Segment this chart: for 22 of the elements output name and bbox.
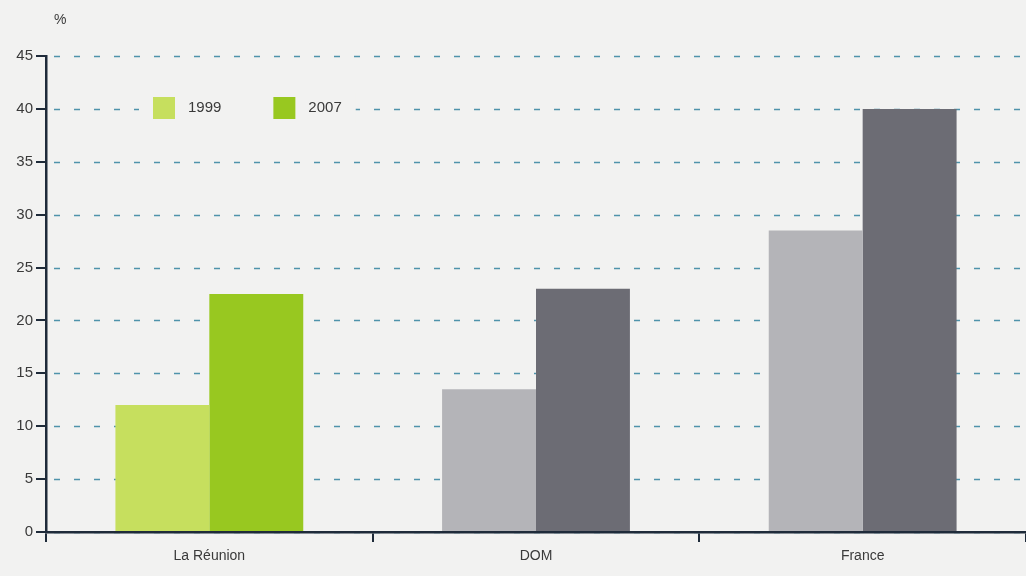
x-tick-label: France <box>840 547 885 564</box>
bar <box>442 389 536 531</box>
y-tick-label: 30 <box>16 204 33 222</box>
y-tick-label: 40 <box>16 99 33 117</box>
y-tick-label: 15 <box>16 363 33 381</box>
bar <box>768 230 863 531</box>
bar <box>536 288 630 531</box>
y-tick-label: 25 <box>16 257 33 275</box>
y-tick-label: 35 <box>16 151 33 169</box>
bar <box>115 405 210 531</box>
bar <box>862 108 957 531</box>
y-tick-label: 0 <box>24 522 33 540</box>
y-tick-label: 20 <box>16 310 33 328</box>
legend-label: 2007 <box>308 98 342 116</box>
bar <box>209 294 304 531</box>
x-tick-label: DOM <box>519 547 553 564</box>
y-tick-label: 5 <box>24 469 33 487</box>
y-tick-label: 10 <box>16 416 33 434</box>
y-tick-label: 45 <box>16 46 33 64</box>
y-axis-title: % <box>54 10 67 27</box>
legend-label: 1999 <box>188 98 222 116</box>
x-tick-label: La Réunion <box>173 547 246 564</box>
